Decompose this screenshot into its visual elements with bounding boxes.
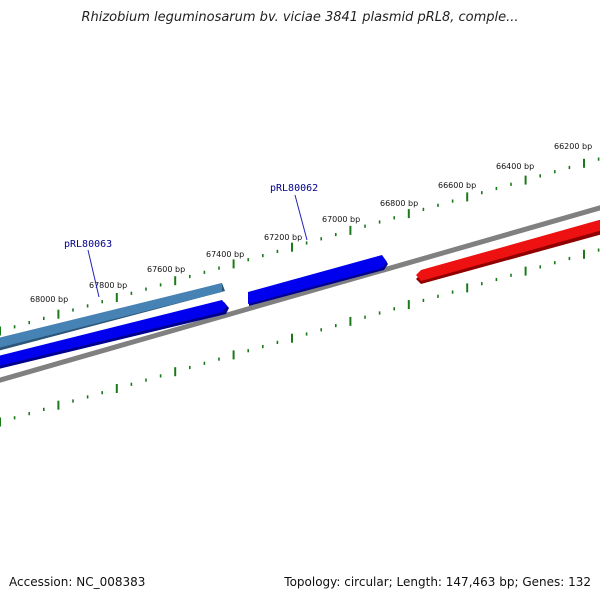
scale-label: 67400 bp bbox=[206, 250, 244, 259]
scale-label: 66600 bp bbox=[438, 181, 476, 190]
gene-label-pRL80063[interactable]: pRL80063 bbox=[64, 239, 112, 250]
summary-text: Topology: circular; Length: 147,463 bp; … bbox=[284, 575, 591, 589]
leader-line-pRL80062 bbox=[294, 194, 308, 241]
inner-scale-ticks bbox=[0, 248, 600, 427]
gene-pRL80063-outer[interactable] bbox=[0, 283, 225, 353]
scale-label: 66400 bp bbox=[496, 162, 534, 171]
scale-label: 67200 bp bbox=[264, 233, 302, 242]
accession-text: Accession: NC_008383 bbox=[9, 575, 146, 589]
scale-tick-labels: 66200 bp 66400 bp 66600 bp 66800 bp 67000 bp… bbox=[30, 142, 592, 304]
scale-label: 67000 bp bbox=[322, 215, 360, 224]
scale-label: 66800 bp bbox=[380, 199, 418, 208]
plasmid-backbone bbox=[0, 205, 600, 383]
scale-label: 67800 bp bbox=[89, 281, 127, 290]
scale-label: 68000 bp bbox=[30, 295, 68, 304]
gene-pRL80063-inner[interactable] bbox=[0, 300, 229, 371]
gene-pRL80062[interactable] bbox=[248, 255, 388, 306]
page-title: Rhizobium leguminosarum bv. viciae 3841 … bbox=[81, 10, 519, 25]
gene-reverse-strand[interactable] bbox=[416, 217, 600, 284]
gene-label-pRL80062[interactable]: pRL80062 bbox=[270, 183, 318, 194]
scale-label: 67600 bp bbox=[147, 265, 185, 274]
outer-scale-ticks bbox=[0, 157, 600, 336]
leader-line-pRL80063 bbox=[87, 249, 100, 298]
scale-label: 66200 bp bbox=[554, 142, 592, 151]
